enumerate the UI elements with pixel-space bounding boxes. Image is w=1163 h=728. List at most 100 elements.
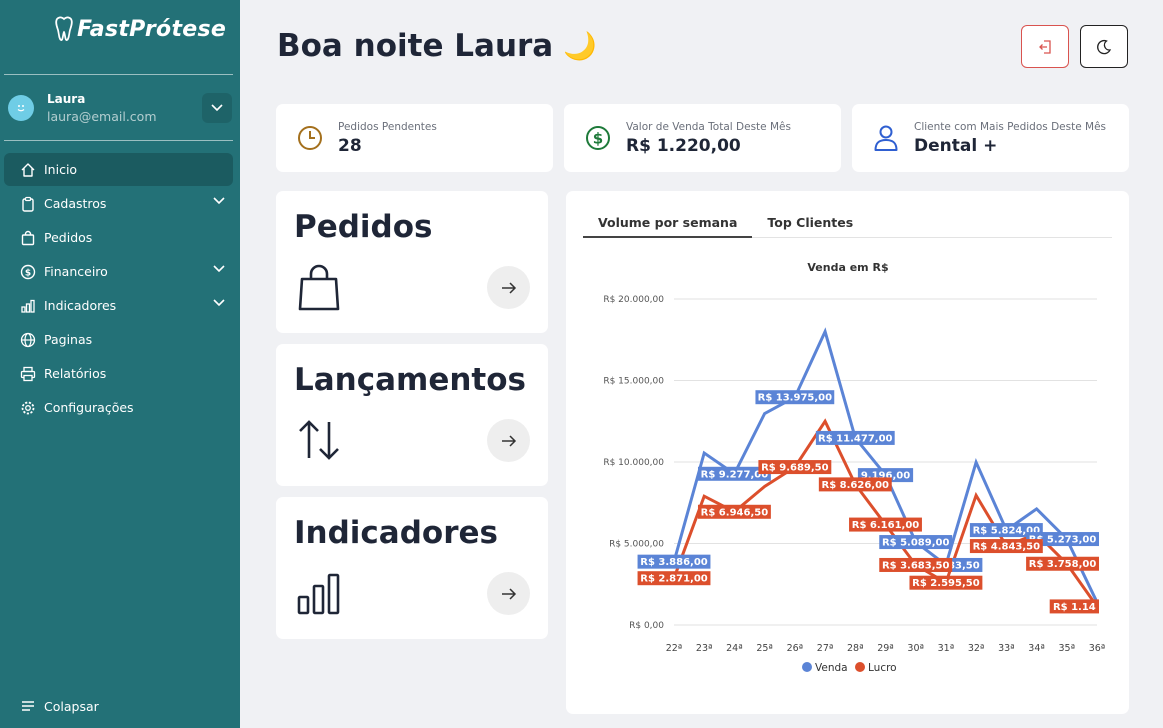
sidebar-item-indicadores[interactable]: Indicadores [4,289,233,322]
stat-card-pending-orders: Pedidos Pendentes 28 [276,104,553,172]
data-label: R$ 13.975,00 [758,393,832,404]
pedidos-arrow-button[interactable] [487,266,530,309]
clock-icon [296,124,324,152]
data-label-box [758,460,832,475]
arrow-right-icon [501,434,516,447]
data-label-box [1026,556,1099,571]
user-panel: Laura laura@email.com [8,90,232,126]
bag-icon [19,229,37,247]
chart-tabs: Volume por semana Top Clientes [583,207,1112,238]
dollar-circle-icon: $ [19,263,37,281]
data-label: R$ 2.871,00 [640,574,708,585]
data-label: R$ 6.161,00 [852,520,920,531]
person-icon [872,124,900,152]
data-label: R$ 2.595,50 [912,578,980,589]
sidebar-item-label: Inicio [44,162,78,177]
globe-icon [19,331,37,349]
sidebar-item-cadastros[interactable]: Cadastros [4,187,233,220]
chevron-down-icon [211,104,223,112]
data-label-box [969,539,1043,554]
chevron-down-icon [213,197,225,205]
sidebar-item-label: Cadastros [44,196,107,211]
tab-volume-por-semana[interactable]: Volume por semana [583,207,753,238]
data-label: R$ 5.089,00 [882,538,950,549]
x-tick-label: 31ª [938,643,955,654]
x-tick-label: 29ª [877,643,894,654]
sales-chart: Venda em R$ R$ 0,00 R$ 5.000,00 R$ 10.000,0… [603,261,1105,674]
quick-card-pedidos[interactable]: Pedidos [276,191,548,333]
logo-text: FastPrótese [77,16,227,42]
y-tick-label: R$ 20.000,00 [603,295,664,305]
chart-card: Venda em R$ R$ 0,00 R$ 5.000,00 R$ 10.000,0… [566,191,1129,714]
sidebar-nav: Inicio Cadastros Pedidos $ Financeiro In… [4,153,233,425]
user-menu-toggle[interactable] [202,93,232,123]
user-name: Laura [47,92,86,106]
y-tick-label: R$ 0,00 [629,621,664,631]
x-tick-label: 27ª [817,643,834,654]
stat-value: R$ 1.220,00 [626,135,741,156]
stat-value: 28 [338,135,362,156]
data-label-box [697,504,771,519]
x-tick-label: 33ª [998,643,1015,654]
x-tick-label: 34ª [1028,643,1045,654]
x-tick-label: 30ª [907,643,924,654]
divider [4,140,233,141]
y-tick-label: R$ 10.000,00 [603,458,664,468]
quick-card-indicadores[interactable]: Indicadores [276,497,548,639]
indicadores-arrow-button[interactable] [487,572,530,615]
legend-marker [855,662,865,672]
sidebar-item-configuracoes[interactable]: Configurações [4,391,233,424]
sidebar-item-paginas[interactable]: Paginas [4,323,233,356]
data-label: R$ 3.886,00 [640,557,708,568]
chart-title: Venda em R$ [807,261,888,274]
chevron-down-icon [213,299,225,307]
svg-text:$: $ [593,130,603,148]
collapse-button[interactable]: Colapsar [19,697,99,715]
quick-card-title: Pedidos [294,209,433,245]
sidebar-item-label: Configurações [44,400,134,415]
page-title: Boa noite Laura 🌙 [277,28,597,64]
data-label: R$ 3.758,00 [1029,559,1097,570]
data-label: R$ 8.626,00 [822,480,890,491]
sidebar-item-financeiro[interactable]: $ Financeiro [4,255,233,288]
arrow-right-icon [501,281,516,294]
stat-label: Cliente com Mais Pedidos Deste Mês [914,120,1106,133]
legend-label: Lucro [868,662,897,674]
lancamentos-arrow-button[interactable] [487,419,530,462]
logout-icon [1039,39,1051,54]
logout-button[interactable] [1021,25,1069,68]
x-tick-label: 24ª [726,643,743,654]
data-label: R$ 1.14 [1053,602,1096,613]
x-tick-label: 23ª [696,643,713,654]
gear-icon [19,399,37,417]
x-tick-label: 25ª [756,643,773,654]
data-label: R$ 6.946,50 [701,507,769,518]
legend-marker [802,662,812,672]
bar-chart-icon [297,573,340,615]
sidebar-item-pedidos[interactable]: Pedidos [4,221,233,254]
data-label: R$ 5.273,00 [1029,535,1097,546]
data-label: R$ 9.277,00 [701,469,769,480]
avatar [8,95,34,121]
data-label-box [637,554,711,569]
data-label-box [818,477,892,492]
home-icon [19,161,37,179]
sidebar-item-relatorios[interactable]: Relatórios [4,357,233,390]
chevron-down-icon [213,265,225,273]
sidebar-item-inicio[interactable]: Inicio [4,153,233,186]
legend-label: Venda [815,662,848,674]
arrow-right-icon [501,587,516,600]
data-label-box [909,575,983,590]
sidebar-item-label: Paginas [44,332,93,347]
data-label: R$ 11.477,00 [818,433,892,444]
quick-card-lancamentos[interactable]: Lançamentos [276,344,548,486]
moon-icon: 🌙 [563,31,597,62]
shopping-bag-icon [298,264,340,311]
logo[interactable]: FastPrótese [54,16,226,42]
menu-icon [19,697,37,715]
chart-icon [19,297,37,315]
user-email: laura@email.com [47,109,157,124]
theme-toggle-button[interactable] [1080,25,1128,68]
tab-top-clientes[interactable]: Top Clientes [767,215,854,230]
x-tick-label: 35ª [1058,643,1075,654]
